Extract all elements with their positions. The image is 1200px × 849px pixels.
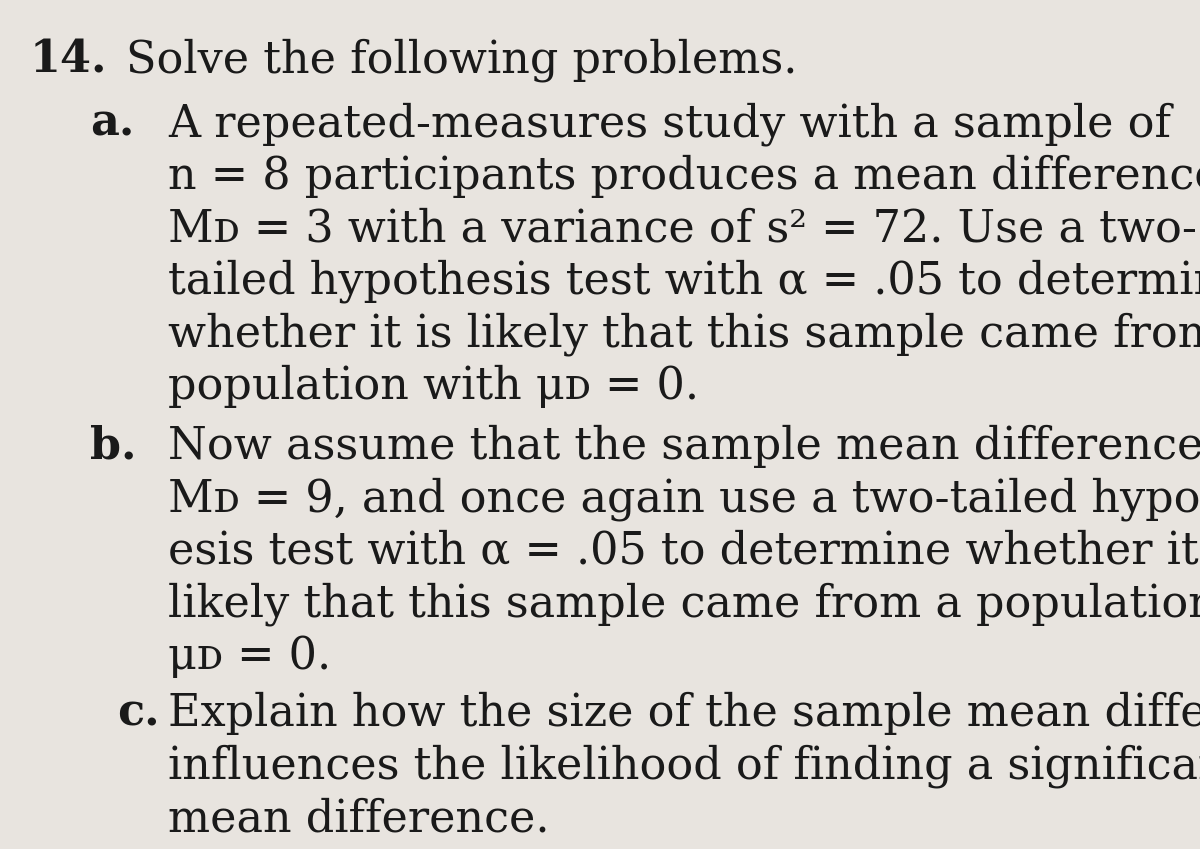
Text: b.: b. <box>90 424 137 468</box>
Text: Mᴅ = 3 with a variance of s² = 72. Use a two-: Mᴅ = 3 with a variance of s² = 72. Use a… <box>168 207 1198 250</box>
Text: a.: a. <box>90 102 134 145</box>
Text: A repeated-measures study with a sample of: A repeated-measures study with a sample … <box>168 102 1171 145</box>
Text: μᴅ = 0.: μᴅ = 0. <box>168 635 331 678</box>
Text: esis test with α = .05 to determine whether it is: esis test with α = .05 to determine whet… <box>168 530 1200 573</box>
Text: Explain how the size of the sample mean difference: Explain how the size of the sample mean … <box>168 692 1200 735</box>
Text: Mᴅ = 9, and once again use a two-tailed hypoth-: Mᴅ = 9, and once again use a two-tailed … <box>168 477 1200 520</box>
Text: Solve the following problems.: Solve the following problems. <box>126 38 797 82</box>
Text: c.: c. <box>118 692 161 735</box>
Text: tailed hypothesis test with α = .05 to determine: tailed hypothesis test with α = .05 to d… <box>168 260 1200 303</box>
Text: influences the likelihood of finding a significant: influences the likelihood of finding a s… <box>168 745 1200 788</box>
Text: Now assume that the sample mean difference is: Now assume that the sample mean differen… <box>168 424 1200 468</box>
Text: likely that this sample came from a population with: likely that this sample came from a popu… <box>168 582 1200 626</box>
Text: 14.: 14. <box>30 38 108 82</box>
Text: population with μᴅ = 0.: population with μᴅ = 0. <box>168 365 698 408</box>
Text: n = 8 participants produces a mean difference of: n = 8 participants produces a mean diffe… <box>168 155 1200 198</box>
Text: mean difference.: mean difference. <box>168 797 550 841</box>
Text: whether it is likely that this sample came from a: whether it is likely that this sample ca… <box>168 312 1200 356</box>
